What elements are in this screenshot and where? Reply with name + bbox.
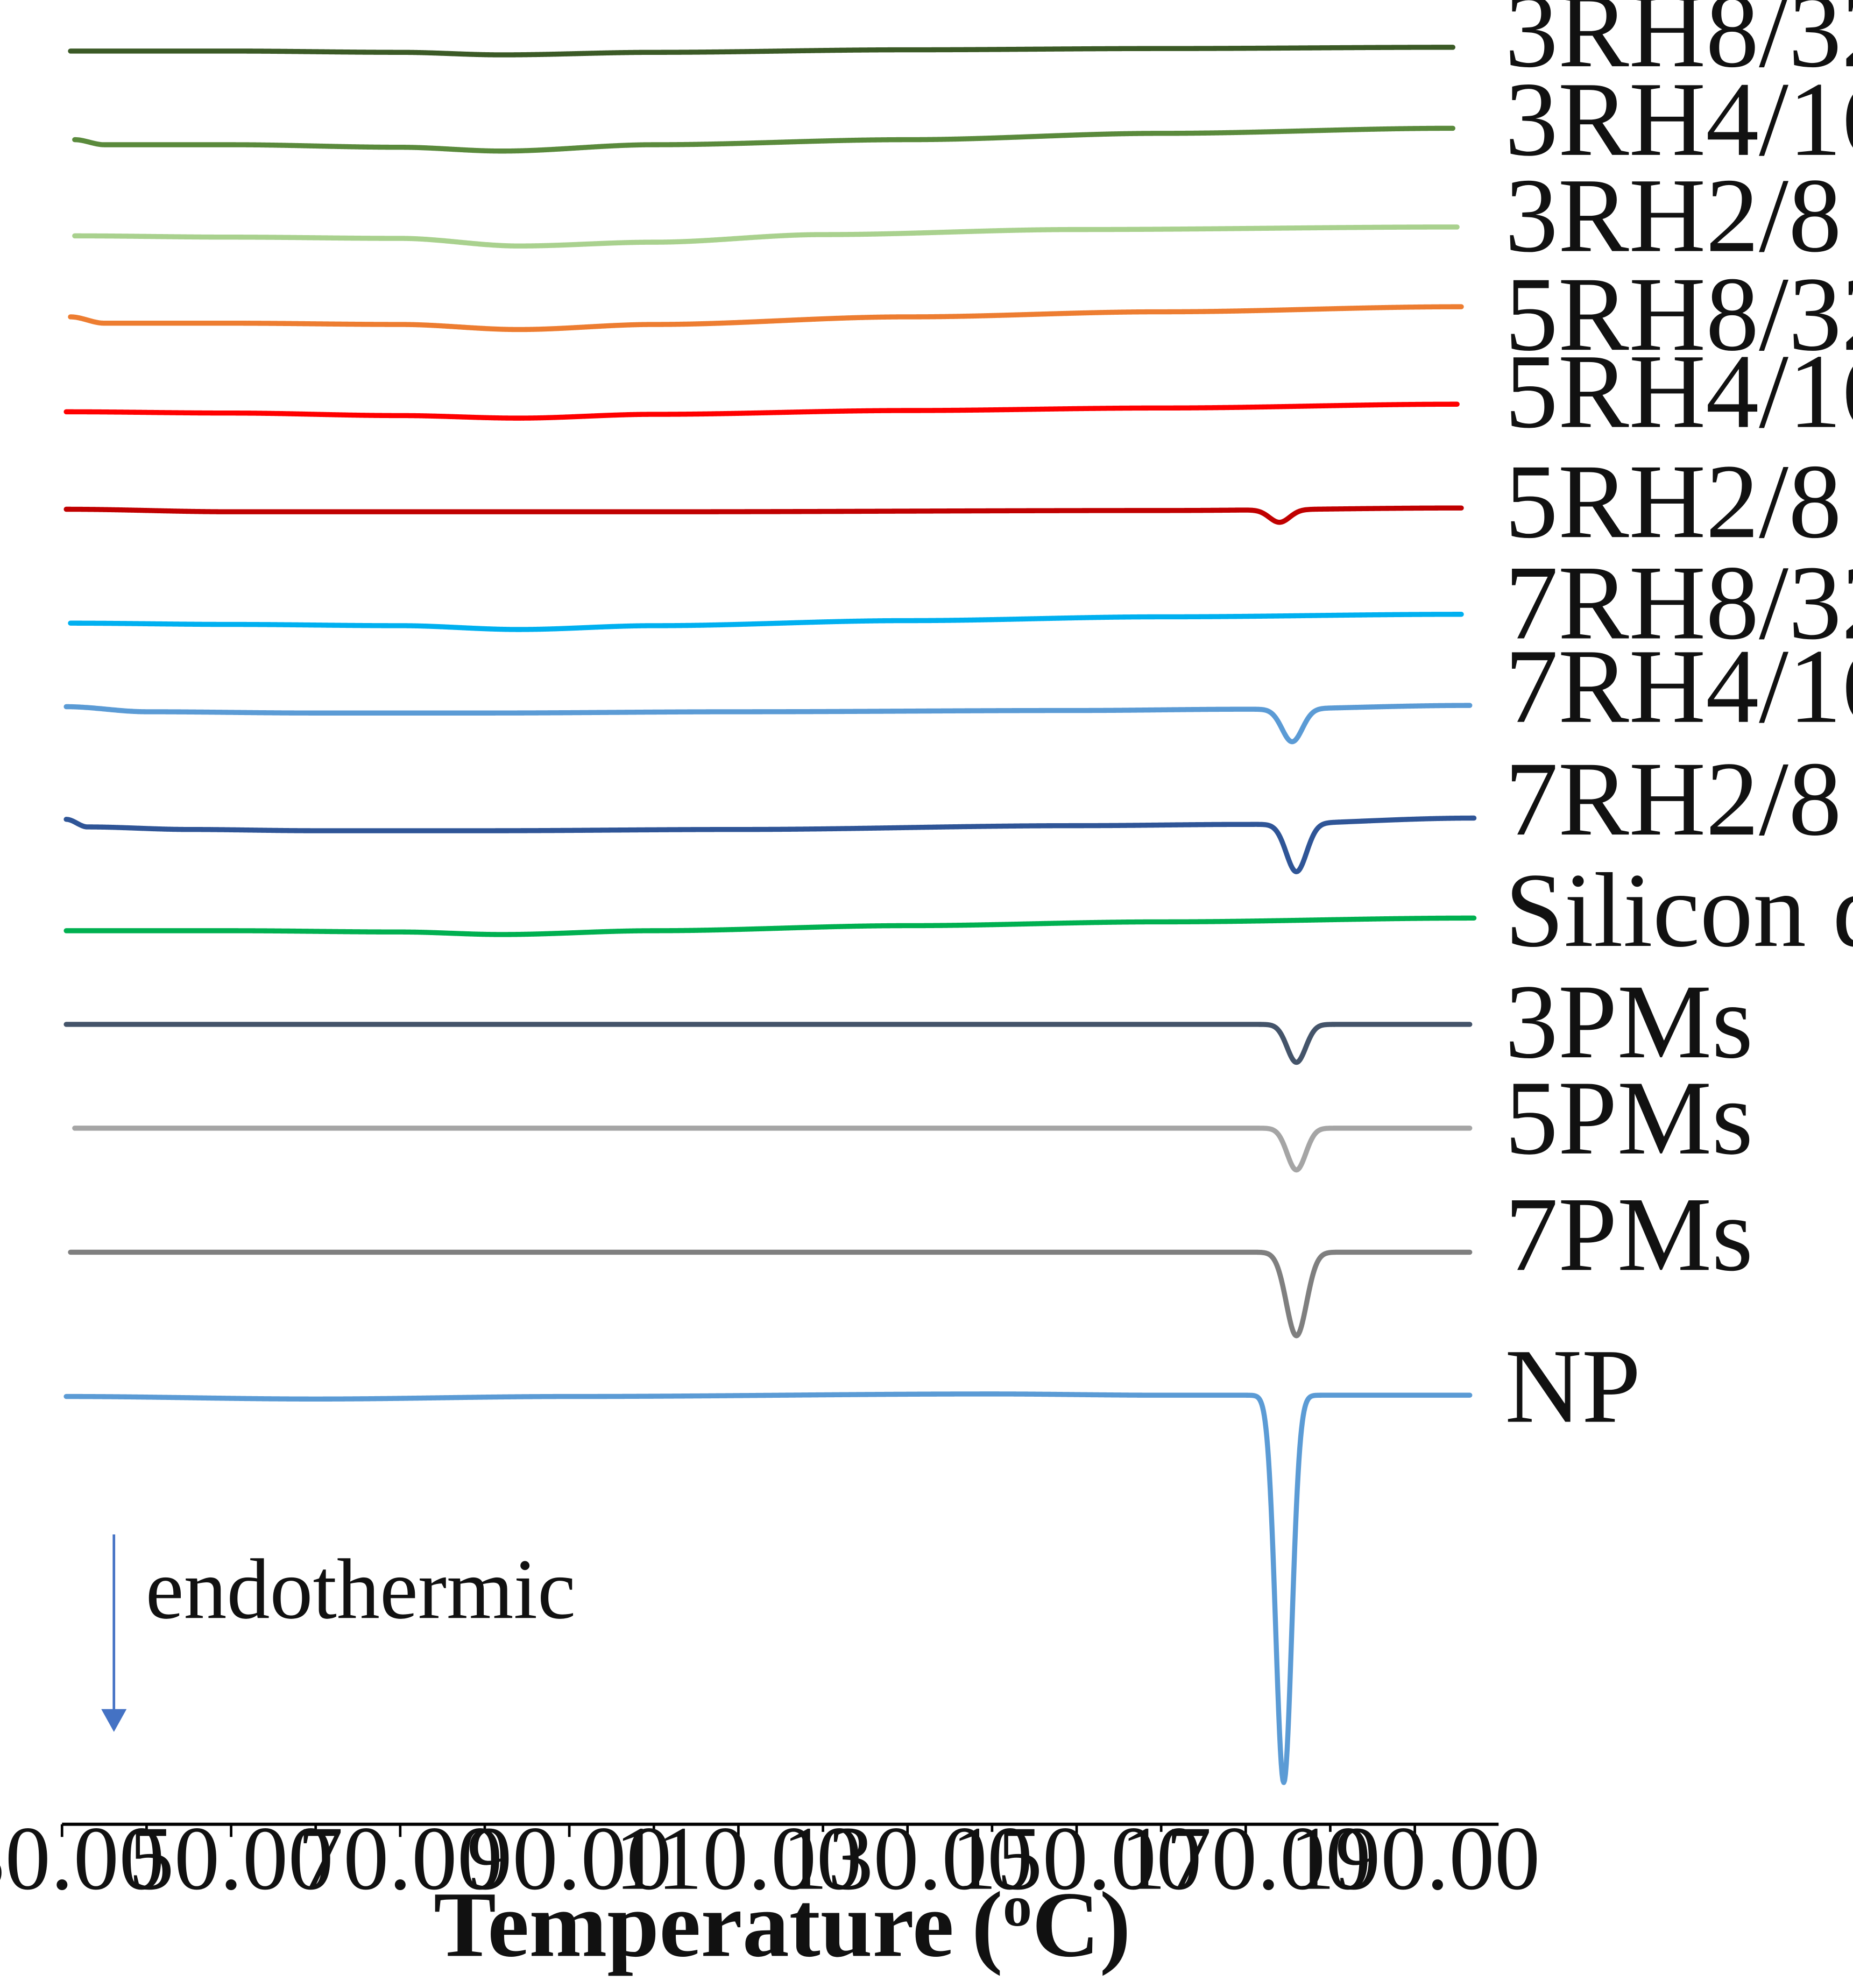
x-tick-label: 190.00	[1290, 1808, 1540, 1909]
x-tick-label: 170.00	[1120, 1808, 1371, 1909]
series-line-5rh2-8	[63, 505, 1464, 525]
x-axis-title-unit-open: (	[972, 1872, 1003, 1976]
series-label-layer: 3RH8/323RH4/163RH2/85RH8/325RH4/165RH2/8…	[1505, 0, 1853, 1445]
series-label: Silicon dioxide	[1505, 851, 1853, 969]
series-layer	[63, 45, 1477, 1785]
series-label: 3RH8/32	[1505, 0, 1853, 89]
x-tick-label: 30.00	[0, 1808, 165, 1909]
series-label: 7RH2/8	[1505, 740, 1842, 858]
series-line-3rh4-16	[72, 125, 1455, 154]
x-axis-title-unit-sup: o	[1003, 1874, 1032, 1939]
series-line-3rh8-32	[68, 45, 1455, 58]
series-label: 5PMs	[1505, 1059, 1753, 1177]
series-line-5rh8-32	[68, 304, 1464, 332]
x-tick-label: 50.00	[129, 1808, 334, 1909]
series-line-3rh2-8	[72, 224, 1460, 249]
series-line-np	[63, 1391, 1473, 1785]
series-line-5pms	[72, 1126, 1473, 1173]
series-label: 3RH4/16	[1505, 60, 1853, 178]
series-line-7rh8-32	[68, 612, 1464, 632]
series-label: 5RH8/32	[1505, 255, 1853, 373]
series-line-5rh4-16	[63, 401, 1460, 421]
x-tick-layer: 30.0050.0070.0090.00110.00130.00150.0017…	[0, 1808, 1540, 1909]
x-tick-label: 110.00	[615, 1808, 862, 1909]
x-tick-label: 150.00	[951, 1808, 1202, 1909]
x-axis-title: Temperature (oC)	[434, 1872, 1131, 1976]
series-label: 7RH8/32	[1505, 543, 1853, 661]
x-tick-label: 90.00	[467, 1808, 672, 1909]
endothermic-label: endothermic	[146, 1541, 576, 1637]
series-label: 5RH2/8	[1505, 442, 1842, 560]
series-label: 7RH4/16	[1505, 627, 1853, 745]
series-label: NP	[1505, 1327, 1641, 1445]
series-line-7rh4-16	[63, 703, 1473, 745]
x-axis-title-text: Temperature	[434, 1872, 954, 1976]
series-line-7rh2-8	[63, 815, 1477, 874]
series-label: 5RH4/16	[1505, 332, 1853, 450]
series-line-3pms	[63, 1022, 1473, 1065]
endothermic-annotation: endothermic	[101, 1534, 576, 1732]
x-tick-label: 70.00	[298, 1808, 503, 1909]
series-label: 7PMs	[1505, 1175, 1753, 1293]
x-tick-label: 130.00	[782, 1808, 1033, 1909]
series-label: 3PMs	[1505, 963, 1753, 1080]
endothermic-arrow-head	[101, 1709, 127, 1732]
series-line-silicon-dioxide	[63, 915, 1477, 937]
x-axis-title-unit-close: C)	[1032, 1872, 1131, 1976]
series-line-7pms	[68, 1249, 1473, 1339]
series-label: 3RH2/8	[1505, 157, 1842, 274]
